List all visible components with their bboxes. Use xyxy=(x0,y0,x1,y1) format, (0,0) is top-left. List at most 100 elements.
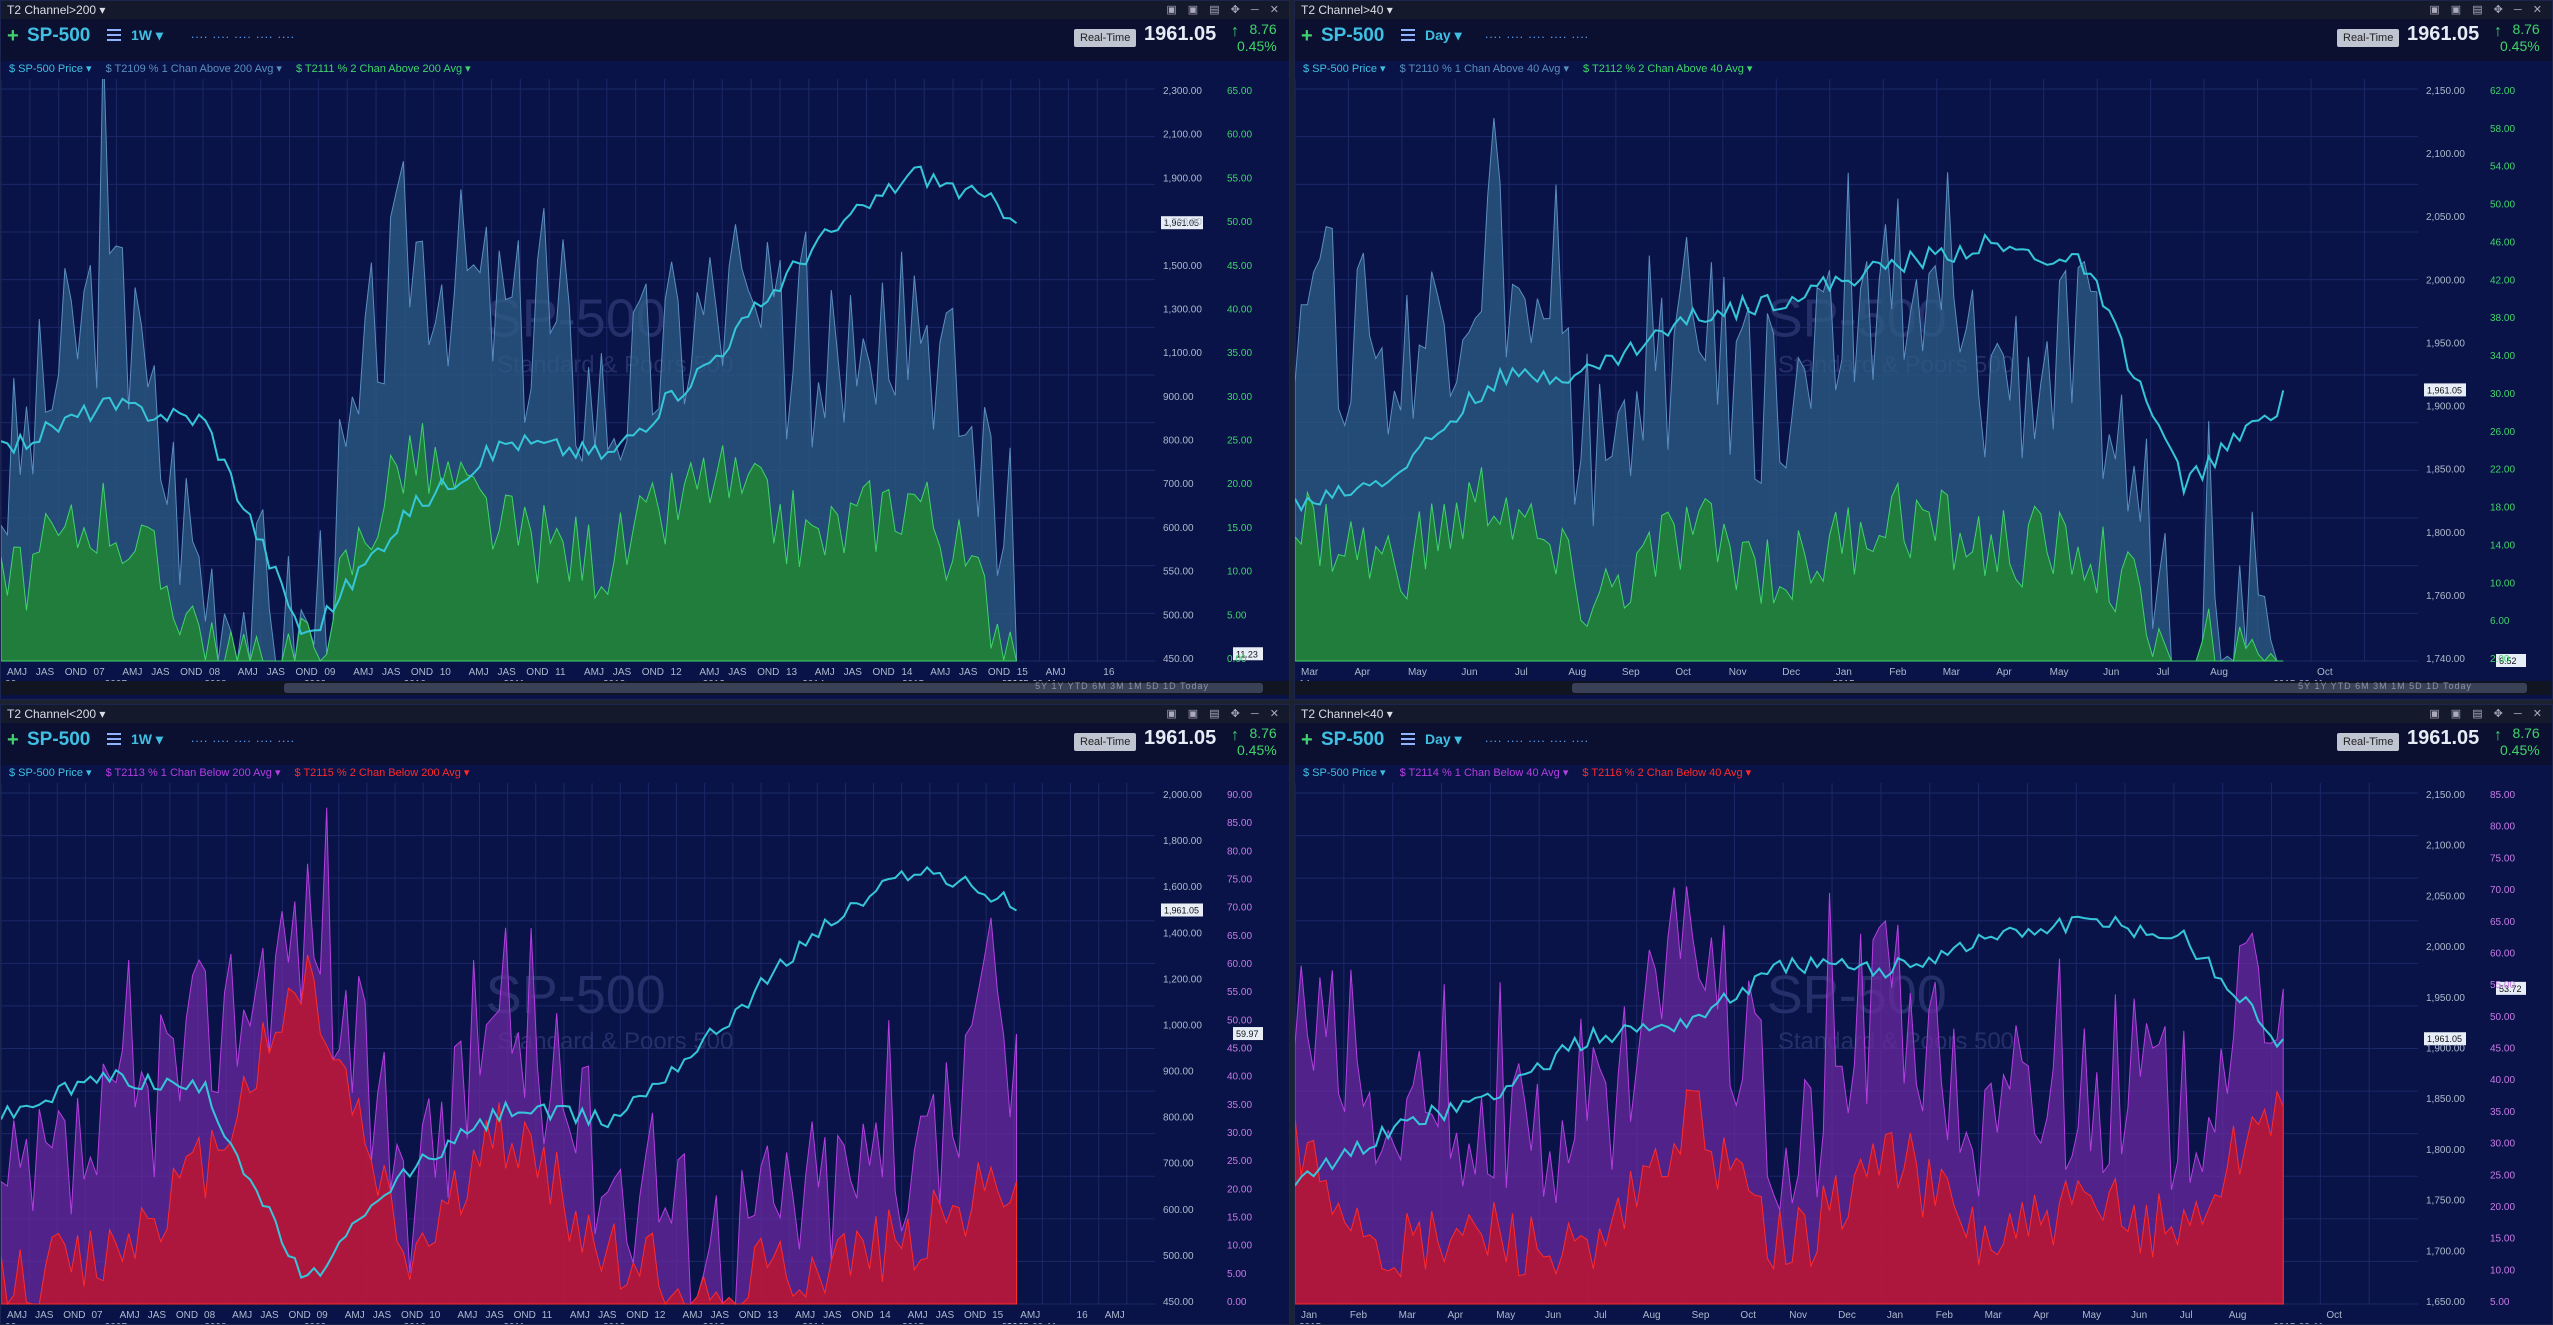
x-tick-label: OND xyxy=(180,667,202,678)
x-tick-label: 07 xyxy=(94,667,106,678)
x-tick-label: JAS xyxy=(36,667,55,678)
x-tick-label: AMJ xyxy=(345,1310,365,1321)
legend-item[interactable]: $ T2112 % 2 Chan Above 40 Avg ▾ xyxy=(1583,63,1753,75)
time-scrollbar[interactable]: 5Y 1Y YTD 6M 3M 1M 5D 1D Today xyxy=(1295,681,2552,695)
study-dots[interactable]: .... .... .... .... .... xyxy=(191,27,296,41)
price-axis-label: 2,100.00 xyxy=(1163,130,1202,141)
study-dots[interactable]: .... .... .... .... .... xyxy=(191,731,296,745)
symbol-label[interactable]: SP-500 xyxy=(1321,25,1385,46)
x-tick-label: AMJ xyxy=(457,1310,477,1321)
list-icon[interactable] xyxy=(107,733,121,745)
price-axis-label: 1,760.00 xyxy=(2426,591,2465,602)
indicator-axis-label: 30.00 xyxy=(1227,1128,1252,1139)
price-axis-label: 450.00 xyxy=(1163,1297,1194,1308)
x-tick-label: 13 xyxy=(786,667,798,678)
price-axis-label: 2,150.00 xyxy=(2426,86,2465,97)
pane-title-bar[interactable]: T2 Channel<40 ▾ ▣ ▣ ▤ ✥ ─ ✕ xyxy=(1295,705,2552,723)
study-dots[interactable]: .... .... .... .... .... xyxy=(1485,27,1590,41)
horizontal-divider[interactable] xyxy=(0,700,2553,704)
pane-title-bar[interactable]: T2 Channel>40 ▾ ▣ ▣ ▤ ✥ ─ ✕ xyxy=(1295,1,2552,19)
pane-title[interactable]: T2 Channel<200 ▾ xyxy=(7,707,106,721)
price-axis-label: 1,900.00 xyxy=(1163,173,1202,184)
period-buttons[interactable]: 5Y 1Y YTD 6M 3M 1M 5D 1D Today xyxy=(1035,681,1209,691)
window-controls[interactable]: ▣ ▣ ▤ ✥ ─ ✕ xyxy=(1166,4,1283,16)
indicator-axis-label: 65.00 xyxy=(1227,931,1252,942)
x-year-label: 2015 xyxy=(902,1322,925,1324)
legend-item[interactable]: $ T2109 % 1 Chan Above 200 Avg ▾ xyxy=(105,63,282,75)
legend-item[interactable]: $ T2114 % 1 Chan Below 40 Avg ▾ xyxy=(1399,767,1569,779)
x-tick-label: Mar xyxy=(1943,667,1961,678)
add-symbol-icon[interactable]: + xyxy=(1301,729,1313,751)
legend-item[interactable]: $ T2111 % 2 Chan Above 200 Avg ▾ xyxy=(295,63,471,75)
pane-title-bar[interactable]: T2 Channel>200 ▾ ▣ ▣ ▤ ✥ ─ ✕ xyxy=(1,1,1289,19)
add-symbol-icon[interactable]: + xyxy=(7,729,19,751)
window-controls[interactable]: ▣ ▣ ▤ ✥ ─ ✕ xyxy=(2429,708,2546,720)
time-scrollbar[interactable]: 5Y 1Y YTD 6M 3M 1M 5D 1D Today xyxy=(1,681,1289,695)
add-symbol-icon[interactable]: + xyxy=(1301,25,1313,47)
scrollbar-thumb[interactable] xyxy=(1571,683,2527,693)
add-symbol-icon[interactable]: + xyxy=(7,25,19,47)
realtime-button[interactable]: Real-Time xyxy=(2337,733,2400,751)
realtime-button[interactable]: Real-Time xyxy=(2337,29,2400,47)
price-axis-label: 1,500.00 xyxy=(1163,261,1202,272)
symbol-label[interactable]: SP-500 xyxy=(27,729,91,750)
indicator-axis-label: 5.00 xyxy=(1227,610,1247,621)
price-axis-label: 500.00 xyxy=(1163,1251,1194,1262)
legend-item[interactable]: $ T2113 % 1 Chan Below 200 Avg ▾ xyxy=(105,767,281,779)
legend-item[interactable]: $ SP-500 Price ▾ xyxy=(9,63,92,75)
interval-selector[interactable]: Day ▾ xyxy=(1425,27,1462,43)
vertical-divider[interactable] xyxy=(1290,0,1294,1325)
x-tick-label: Oct xyxy=(1675,667,1691,678)
x-tick-label: Oct xyxy=(2326,1310,2342,1321)
symbol-label[interactable]: SP-500 xyxy=(1321,729,1385,750)
interval-selector[interactable]: 1W ▾ xyxy=(131,731,163,747)
x-tick-label: JAS xyxy=(844,667,863,678)
indicator-tag-text: 6.52 xyxy=(2499,656,2517,666)
indicator-axis-label: 80.00 xyxy=(1227,846,1252,857)
x-tick-label: 14 xyxy=(901,667,913,678)
x-tick-label: May xyxy=(1408,667,1427,678)
list-icon[interactable] xyxy=(1401,733,1415,745)
pane-title[interactable]: T2 Channel>40 ▾ xyxy=(1301,3,1393,17)
legend-item[interactable]: $ SP-500 Price ▾ xyxy=(1303,63,1386,75)
x-tick-label: Mar xyxy=(1301,667,1319,678)
x-axis: AMJ JAS OND 07 AMJ JAS OND 08 AMJ JAS OND 09 AMJ JAS O… xyxy=(5,1310,1125,1324)
price-axis-label: 800.00 xyxy=(1163,1113,1194,1124)
legend-item[interactable]: $ T2115 % 2 Chan Below 200 Avg ▾ xyxy=(294,767,470,779)
interval-selector[interactable]: 1W ▾ xyxy=(131,27,163,43)
pane-title[interactable]: T2 Channel<40 ▾ xyxy=(1301,707,1393,721)
pane-title[interactable]: T2 Channel>200 ▾ xyxy=(7,3,106,17)
symbol-label[interactable]: SP-500 xyxy=(27,25,91,46)
x-tick-label: 07 xyxy=(91,1310,103,1321)
x-year-label: 2015 xyxy=(1299,1322,1322,1324)
interval-selector[interactable]: Day ▾ xyxy=(1425,731,1462,747)
legend-item[interactable]: $ T2116 % 2 Chan Below 40 Avg ▾ xyxy=(1582,767,1752,779)
list-icon[interactable] xyxy=(1401,29,1415,41)
pane-title-bar[interactable]: T2 Channel<200 ▾ ▣ ▣ ▤ ✥ ─ ✕ xyxy=(1,705,1289,723)
window-controls[interactable]: ▣ ▣ ▤ ✥ ─ ✕ xyxy=(2429,4,2546,16)
realtime-button[interactable]: Real-Time xyxy=(1074,29,1137,47)
legend-item[interactable]: $ T2110 % 1 Chan Above 40 Avg ▾ xyxy=(1399,63,1569,75)
price-axis-label: 1,800.00 xyxy=(1163,836,1202,847)
x-tick-label: JAS xyxy=(728,667,747,678)
x-tick-label: AMJ xyxy=(469,667,489,678)
x-tick-label: Jan xyxy=(1887,1310,1903,1321)
x-year-label: 2012 xyxy=(603,1322,626,1324)
x-tick-label: 09 xyxy=(324,667,336,678)
price-change: 8.76 0.45% xyxy=(1237,725,1277,759)
list-icon[interactable] xyxy=(107,29,121,41)
change-percent: 0.45% xyxy=(2500,742,2540,758)
x-tick-label: JAS xyxy=(936,1310,955,1321)
legend-item[interactable]: $ SP-500 Price ▾ xyxy=(1303,767,1386,779)
legend-item[interactable]: $ SP-500 Price ▾ xyxy=(9,767,92,779)
scrollbar-thumb[interactable] xyxy=(284,683,1264,693)
study-dots[interactable]: .... .... .... .... .... xyxy=(1485,731,1590,745)
realtime-button[interactable]: Real-Time xyxy=(1074,733,1137,751)
period-buttons[interactable]: 5Y 1Y YTD 6M 3M 1M 5D 1D Today xyxy=(2298,681,2472,691)
window-controls[interactable]: ▣ ▣ ▤ ✥ ─ ✕ xyxy=(1166,708,1283,720)
indicator-axis-label: 15.00 xyxy=(1227,1213,1252,1224)
